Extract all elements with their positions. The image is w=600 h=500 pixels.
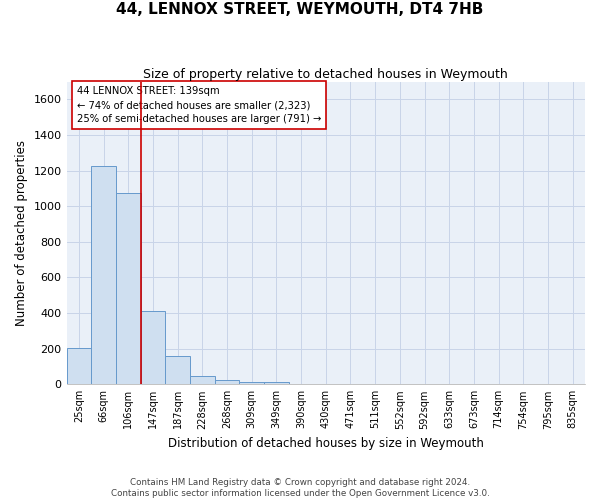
Text: Contains HM Land Registry data © Crown copyright and database right 2024.
Contai: Contains HM Land Registry data © Crown c… xyxy=(110,478,490,498)
Bar xyxy=(116,193,140,384)
Text: 44, LENNOX STREET, WEYMOUTH, DT4 7HB: 44, LENNOX STREET, WEYMOUTH, DT4 7HB xyxy=(116,2,484,18)
Bar xyxy=(91,166,116,384)
Bar xyxy=(165,356,190,384)
Bar xyxy=(239,382,264,384)
Bar xyxy=(140,312,165,384)
Bar xyxy=(190,376,215,384)
Title: Size of property relative to detached houses in Weymouth: Size of property relative to detached ho… xyxy=(143,68,508,80)
Text: 44 LENNOX STREET: 139sqm
← 74% of detached houses are smaller (2,323)
25% of sem: 44 LENNOX STREET: 139sqm ← 74% of detach… xyxy=(77,86,321,124)
Y-axis label: Number of detached properties: Number of detached properties xyxy=(15,140,28,326)
Bar xyxy=(264,382,289,384)
Bar xyxy=(67,348,91,385)
Bar xyxy=(215,380,239,384)
X-axis label: Distribution of detached houses by size in Weymouth: Distribution of detached houses by size … xyxy=(168,437,484,450)
